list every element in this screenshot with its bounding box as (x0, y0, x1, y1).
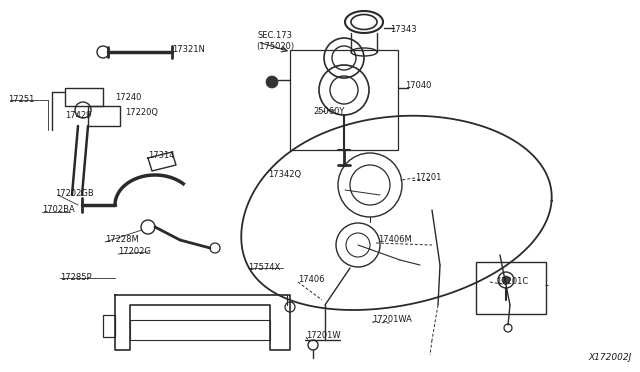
Bar (103, 315, 115, 337)
Text: 17201: 17201 (415, 173, 442, 183)
Text: X172002J: X172002J (589, 353, 632, 362)
Text: 17220Q: 17220Q (125, 109, 158, 118)
Text: 17201C: 17201C (496, 278, 528, 286)
Text: 17201WA: 17201WA (372, 315, 412, 324)
Text: 17240: 17240 (115, 93, 141, 102)
Text: SEC.173: SEC.173 (258, 31, 293, 39)
Text: 17406: 17406 (298, 276, 324, 285)
Text: 17343: 17343 (390, 26, 417, 35)
Text: 17321N: 17321N (172, 45, 205, 55)
Text: 17429: 17429 (65, 110, 92, 119)
Text: (175020): (175020) (256, 42, 294, 51)
Text: 17202GB: 17202GB (55, 189, 93, 198)
Bar (65, 88, 103, 106)
Text: 17285P: 17285P (60, 273, 92, 282)
Circle shape (502, 276, 510, 284)
Text: 17201W: 17201W (306, 330, 340, 340)
Text: 25060Y: 25060Y (313, 108, 344, 116)
Text: 17228M: 17228M (105, 235, 139, 244)
Text: 17040: 17040 (405, 80, 431, 90)
Text: 17342Q: 17342Q (268, 170, 301, 180)
Bar (476, 262, 546, 314)
Bar (88, 106, 120, 126)
Text: 1702BA: 1702BA (42, 205, 75, 215)
Text: 17251: 17251 (8, 96, 35, 105)
Bar (290, 50, 398, 150)
Text: 17314: 17314 (148, 151, 175, 160)
Text: 17574X: 17574X (248, 263, 280, 273)
Text: 17406M: 17406M (378, 235, 412, 244)
Text: 17202G: 17202G (118, 247, 151, 257)
Circle shape (266, 76, 278, 88)
